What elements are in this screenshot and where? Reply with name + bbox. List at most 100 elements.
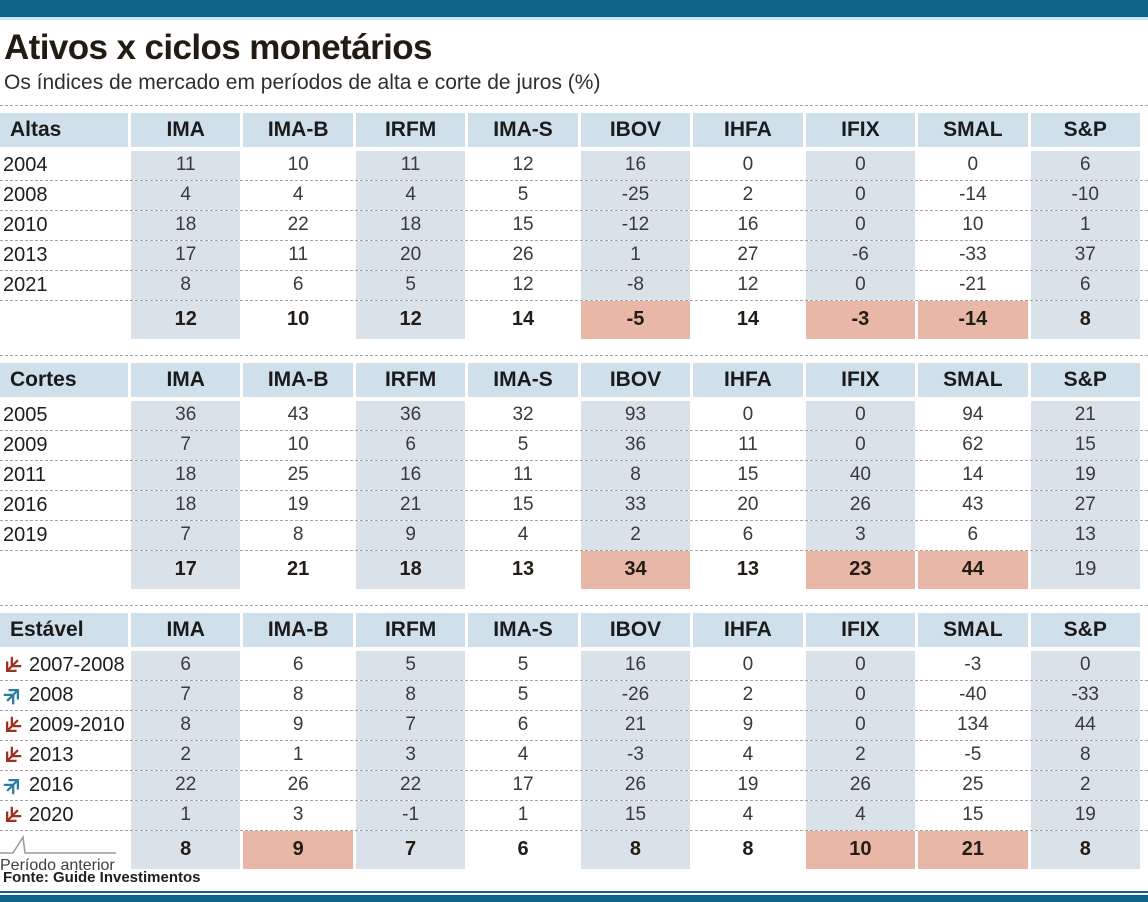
value-cell: 25: [962, 774, 984, 795]
value-cell: 6: [1030, 150, 1140, 180]
value-cell: 8: [131, 270, 241, 300]
table-cortes: Cortes IMA IMA-B IRFM IMA-S IBOV IHFA IFIX SMAL S…: [0, 354, 1148, 589]
column-header: IMA-S: [468, 112, 578, 147]
value-cell: 0: [967, 154, 979, 175]
value-cell: 1: [292, 744, 304, 765]
column-header: IHFA: [693, 362, 803, 397]
summary-cell: 6: [517, 838, 529, 860]
value-cell: 4: [292, 184, 304, 205]
value-cell: 0: [742, 654, 754, 675]
value-cell: 11: [513, 464, 533, 485]
value-cell: 17: [131, 240, 241, 270]
value-cell: 33: [580, 490, 691, 520]
page-subtitle: Os índices de mercado em períodos de alt…: [4, 70, 601, 94]
arrow-down-left-icon: [5, 716, 22, 732]
value-cell: -12: [580, 210, 691, 240]
summary-cell: 23: [805, 550, 916, 589]
value-cell: 26: [805, 770, 916, 800]
column-header: IRFM: [355, 362, 466, 397]
value-cell: 2: [580, 520, 691, 550]
header-row: Estável IMA IMA-B IRFM IMA-S IBOV IHFA IFIX SMAL…: [0, 612, 1148, 647]
summary-cell: 19: [1030, 550, 1140, 589]
column-header: SMAL: [918, 362, 1028, 397]
value-cell: 2: [1030, 770, 1140, 800]
summary-cell: 14: [736, 308, 760, 330]
top-accent-bar: [0, 0, 1148, 20]
pointer-line-icon: [0, 834, 116, 854]
value-cell: -33: [1030, 680, 1140, 710]
summary-cell: 12: [355, 300, 466, 339]
value-cell: 4: [355, 180, 466, 210]
column-header: IFIX: [805, 612, 916, 647]
row-label-text: 2013: [29, 743, 74, 766]
value-cell: 4: [742, 804, 754, 825]
value-cell: 2: [742, 184, 754, 205]
summary-cell: 21: [287, 558, 310, 580]
value-cell: 0: [805, 680, 916, 710]
row-label: 2009-2010: [0, 711, 128, 740]
column-header: IFIX: [805, 362, 916, 397]
value-cell: 26: [287, 774, 309, 795]
summary-label-cell: [0, 301, 128, 339]
value-cell: 0: [805, 210, 916, 240]
table-row: 2019 7 8 9 4 2 6 3 6 13: [0, 520, 1148, 551]
value-cell: 4: [131, 180, 241, 210]
table-row: 2021 8 6 5 12 -8 12 0 -21 6: [0, 270, 1148, 301]
value-cell: 27: [737, 244, 759, 265]
row-label-text: 2005: [3, 403, 48, 426]
bottom-rule: [0, 891, 1148, 893]
value-cell: 1: [131, 800, 241, 830]
value-cell: 7: [131, 680, 241, 710]
summary-cell: 12: [131, 300, 241, 339]
value-cell: -8: [580, 270, 691, 300]
value-cell: 3: [805, 520, 916, 550]
table-row: 2010 18 22 18 15 -12 16 0 10 1: [0, 210, 1148, 241]
value-cell: 1: [580, 240, 691, 270]
row-label-text: 2013: [3, 243, 48, 266]
table-row: 2013 2 1 3 4 -3 4 2 -5 8: [0, 740, 1148, 771]
column-header: IMA-B: [243, 612, 353, 647]
value-cell: 1: [1030, 210, 1140, 240]
value-cell: 5: [355, 650, 466, 680]
value-cell: 22: [287, 214, 309, 235]
footer: Fonte: Guide Investimentos: [0, 869, 1148, 902]
value-cell: 13: [1030, 520, 1140, 550]
value-cell: 32: [512, 404, 534, 425]
table-title-cortes: Cortes: [0, 362, 128, 397]
value-cell: -40: [959, 684, 987, 705]
row-label: 2004: [0, 151, 128, 180]
summary-label-cell: Período anterior: [0, 831, 128, 874]
period-note: Período anterior: [0, 833, 150, 875]
value-cell: -10: [1030, 180, 1140, 210]
column-header: IBOV: [580, 612, 691, 647]
value-cell: 21: [580, 710, 691, 740]
summary-cell: 9: [243, 830, 353, 869]
value-cell: 6: [742, 524, 754, 545]
value-cell: 0: [742, 154, 754, 175]
period-note-text: Período anterior: [0, 856, 115, 874]
column-header: S&P: [1030, 362, 1140, 397]
value-cell: 0: [805, 710, 916, 740]
table-row: 2013 17 11 20 26 1 27 -6 -33 37: [0, 240, 1148, 271]
value-cell: 18: [131, 490, 241, 520]
value-cell: 18: [131, 460, 241, 490]
value-cell: 0: [1030, 650, 1140, 680]
value-cell: 10: [962, 214, 984, 235]
row-label-text: 2021: [3, 273, 48, 296]
value-cell: 16: [355, 460, 466, 490]
row-label: 2008: [0, 681, 128, 710]
value-cell: 10: [287, 434, 309, 455]
row-label: 2009: [0, 431, 128, 460]
column-header: SMAL: [918, 112, 1028, 147]
summary-cell: 34: [580, 550, 691, 589]
value-cell: 20: [355, 240, 466, 270]
value-cell: 19: [287, 494, 309, 515]
value-cell: 36: [355, 400, 466, 430]
table-row: 2016 18 19 21 15 33 20 26 43 27: [0, 490, 1148, 521]
value-cell: 18: [355, 210, 466, 240]
column-header: IFIX: [805, 112, 916, 147]
value-cell: 12: [512, 274, 534, 295]
summary-cell: 8: [1030, 300, 1140, 339]
value-cell: 7: [131, 430, 241, 460]
value-cell: 6: [131, 650, 241, 680]
